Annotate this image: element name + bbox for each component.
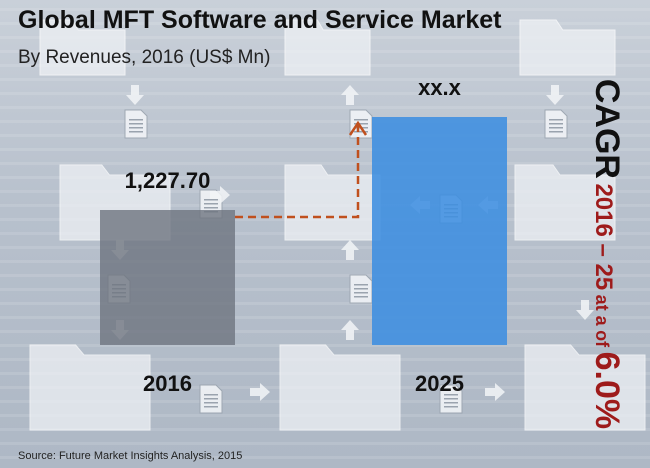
arrow-up-icon (341, 320, 359, 340)
folder-icon (284, 164, 381, 241)
category-label-2016: 2016 (143, 371, 192, 396)
growth-arrow (235, 125, 360, 219)
folder-icon (519, 19, 616, 76)
folder-icon (524, 344, 646, 431)
arrow-right-icon (250, 383, 270, 401)
value-label-2025: xx.x (418, 75, 462, 100)
cagr-of: of (592, 330, 612, 348)
arrow-down-icon (126, 85, 144, 105)
folder-icon (284, 19, 371, 76)
arrow-right-icon (210, 186, 230, 204)
bar-2016 (100, 210, 235, 345)
chart-subtitle: By Revenues, 2016 (US$ Mn) (18, 47, 271, 68)
growth-arrowhead (348, 120, 368, 136)
cagr-at-a: at a (592, 294, 612, 326)
category-label-2025: 2025 (415, 371, 464, 396)
cagr-callout: CAGR 2016 – 25 at a of 6.0% (588, 78, 626, 430)
cagr-value: 6.0% (588, 351, 626, 430)
folder-icon (39, 19, 126, 76)
cagr-period: 2016 – 25 (590, 183, 617, 291)
value-label-2016: 1,227.70 (125, 168, 211, 193)
arrow-down-icon (576, 300, 594, 320)
cagr-label: CAGR (588, 78, 626, 179)
bar-2025 (372, 117, 507, 345)
folder-icon (514, 164, 616, 241)
folder-icon (279, 344, 401, 431)
chart-title: Global MFT Software and Service Market (18, 6, 502, 34)
arrow-up-icon (341, 85, 359, 105)
folder-icon (29, 344, 151, 431)
arrow-right-icon (485, 383, 505, 401)
source-note: Source: Future Market Insights Analysis,… (18, 450, 243, 462)
arrow-up-icon (341, 240, 359, 260)
arrow-down-icon (546, 85, 564, 105)
